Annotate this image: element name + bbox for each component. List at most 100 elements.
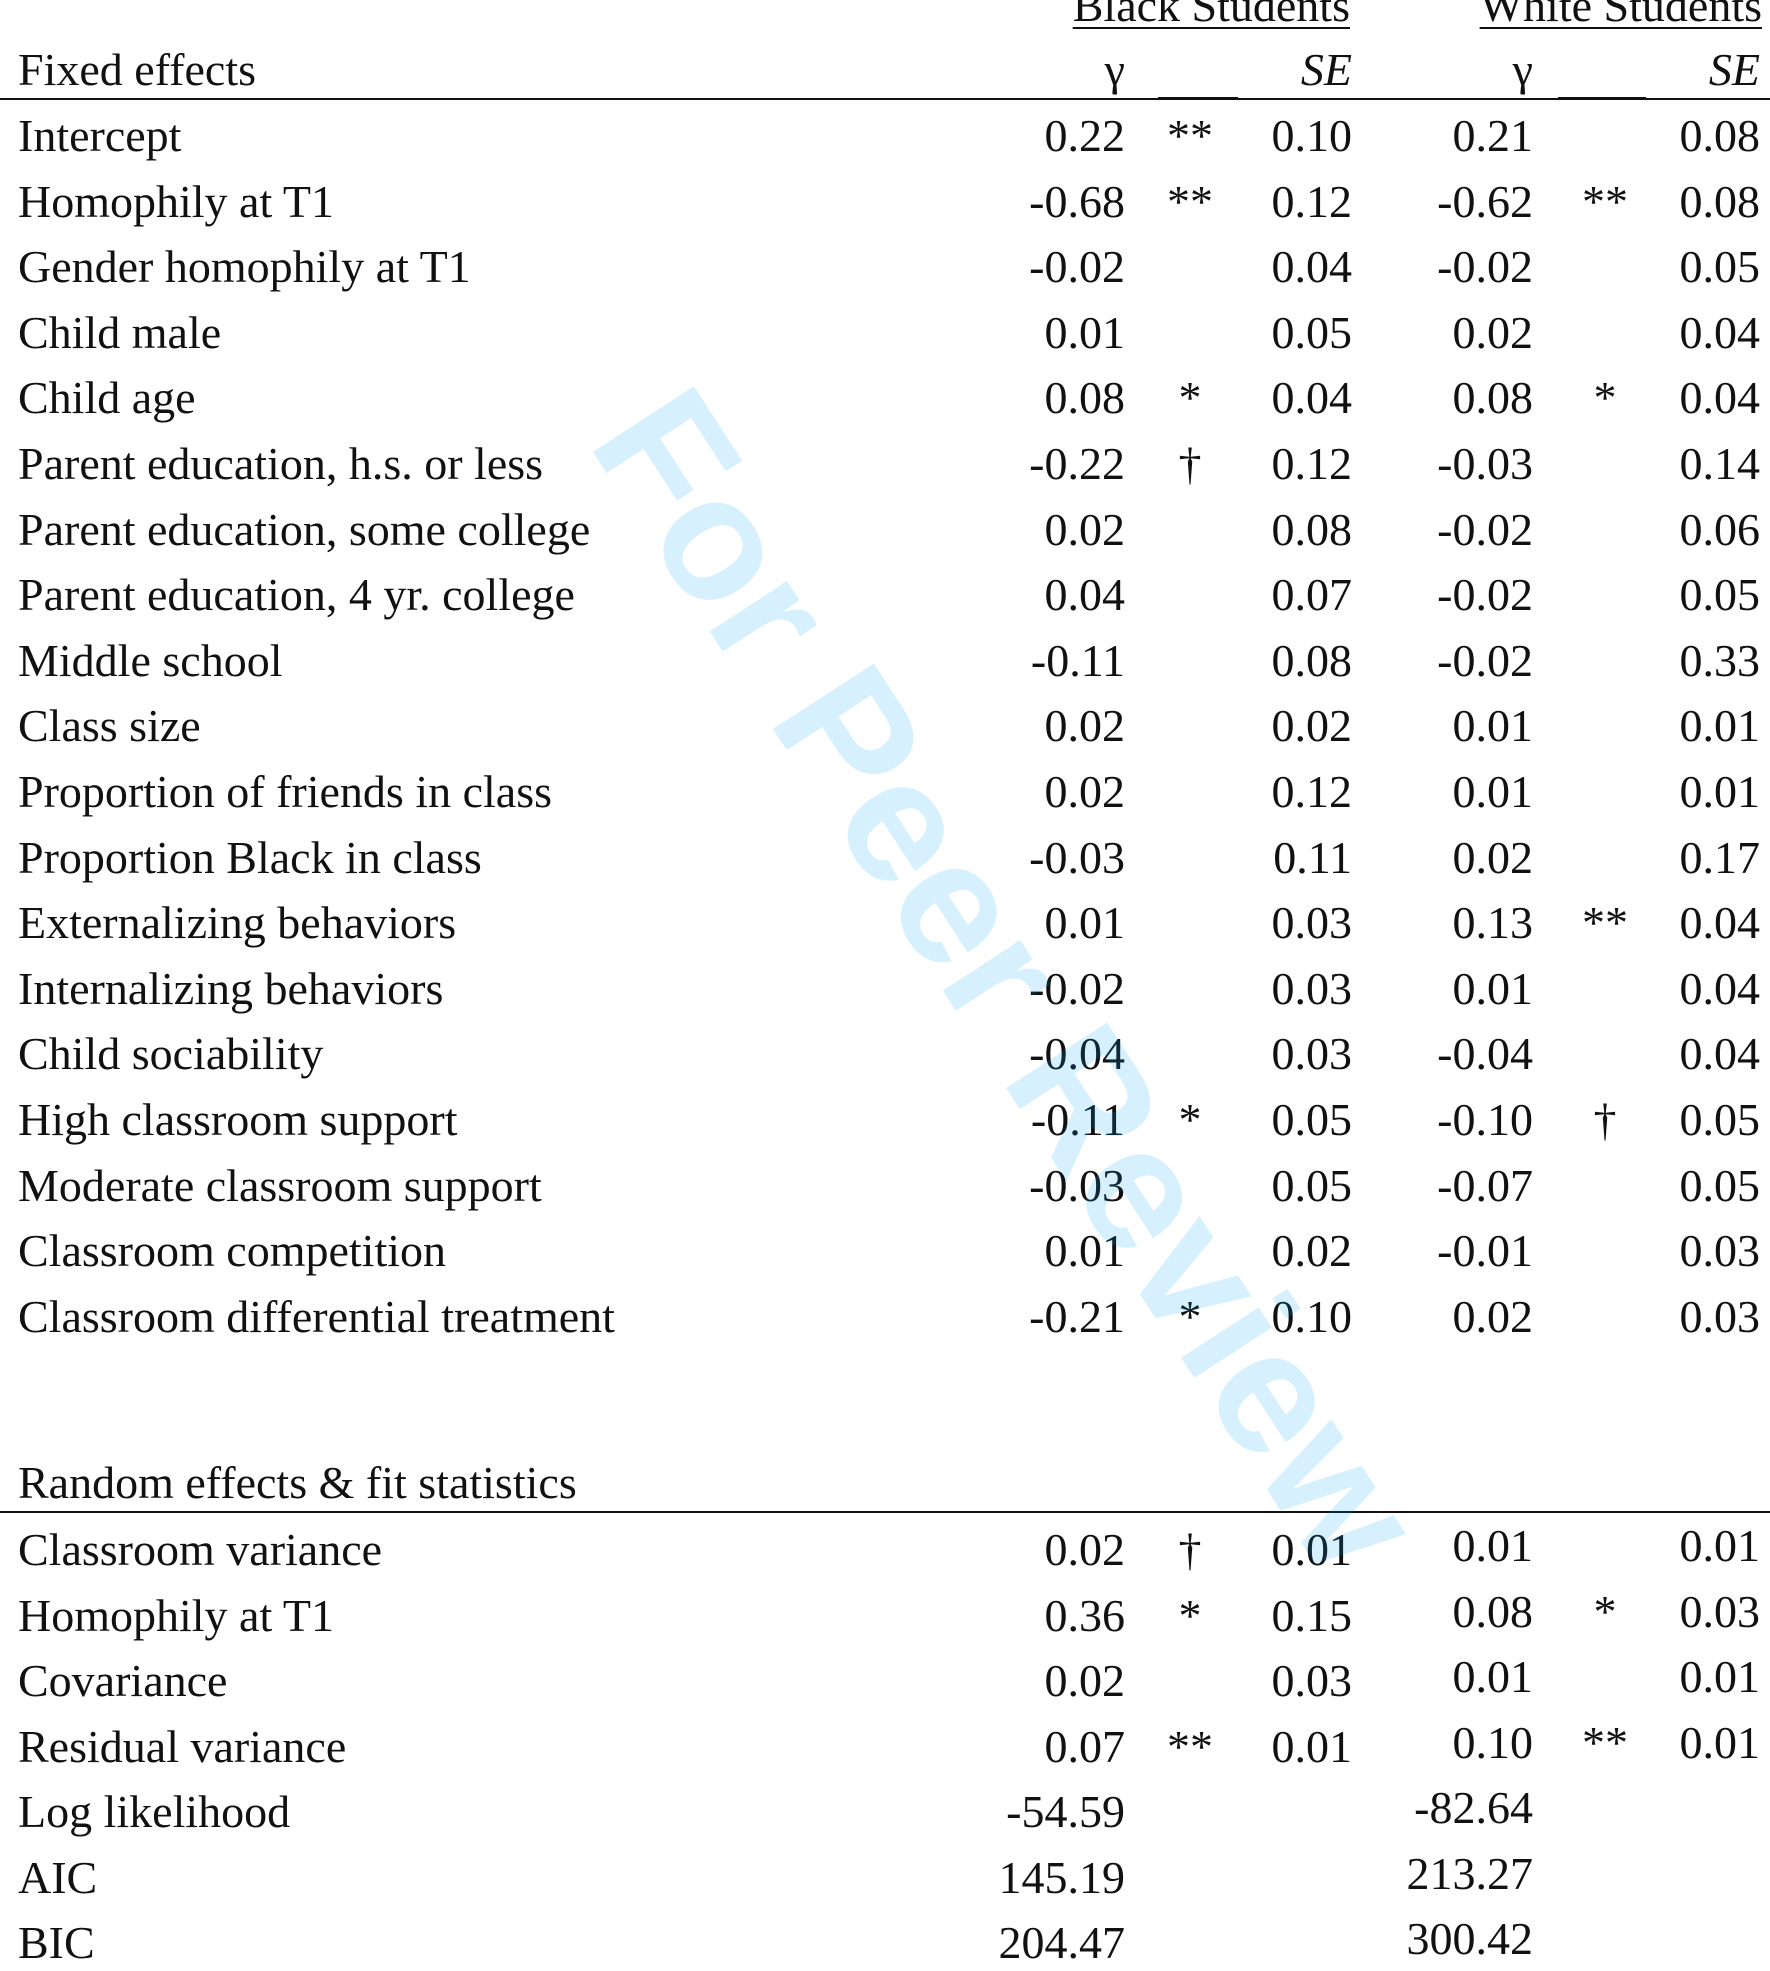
white-gamma-value: 0.01	[1452, 700, 1534, 751]
black-significance: †	[1178, 438, 1202, 489]
white-se-value: 0.04	[1679, 307, 1761, 358]
row-label: Homophily at T1	[18, 176, 335, 227]
black-se-value: 0.08	[1271, 504, 1353, 555]
white-gamma-value: 0.02	[1452, 1291, 1534, 1342]
row-label: Parent education, some college	[18, 504, 591, 555]
white-se-value: 0.14	[1679, 438, 1761, 489]
white-se-value: 0.03	[1679, 1586, 1761, 1637]
black-gamma-value: 0.01	[1044, 307, 1126, 358]
black-gamma-value: -0.03	[1029, 1160, 1125, 1211]
white-se-header: SE	[1708, 44, 1760, 95]
row-label: Parent education, 4 yr. college	[18, 569, 575, 620]
black-fit-value: 145.19	[998, 1852, 1126, 1903]
row-label: AIC	[18, 1852, 98, 1903]
black-se-value: 0.03	[1271, 1028, 1353, 1079]
row-label: Gender homophily at T1	[18, 241, 471, 292]
white-significance: **	[1582, 897, 1628, 948]
black-gamma-value: 0.04	[1044, 569, 1126, 620]
black-gamma-value: 0.02	[1044, 766, 1126, 817]
white-gamma-value: 0.08	[1452, 372, 1534, 423]
white-se-value: 0.01	[1679, 700, 1761, 751]
white-gamma-value: -0.02	[1437, 504, 1533, 555]
white-gamma-value: -0.02	[1437, 241, 1533, 292]
top-rule	[0, 98, 1770, 100]
black-significance: *	[1178, 1094, 1202, 1145]
random-section-rule	[0, 1511, 1770, 1513]
black-se-value: 0.05	[1271, 1094, 1353, 1145]
white-se-value: 0.05	[1679, 241, 1761, 292]
black-gamma-value: 0.07	[1044, 1721, 1126, 1772]
row-label: Middle school	[18, 635, 283, 686]
white-gamma-value: 0.01	[1452, 1651, 1534, 1702]
white-fit-value: 213.27	[1406, 1848, 1534, 1899]
row-label: Moderate classroom support	[18, 1160, 542, 1211]
row-label: Homophily at T1	[18, 1590, 335, 1641]
black-gamma-value: 0.01	[1044, 1225, 1126, 1276]
black-se-value: 0.12	[1271, 438, 1353, 489]
white-gamma-value: -0.02	[1437, 569, 1533, 620]
white-se-value: 0.01	[1679, 1520, 1761, 1571]
white-gamma-value: 0.10	[1452, 1717, 1534, 1768]
black-se-value: 0.12	[1271, 176, 1353, 227]
black-gamma-value: -0.11	[1030, 1094, 1125, 1145]
white-gamma-value: 0.02	[1452, 307, 1534, 358]
white-gamma-value: -0.62	[1437, 176, 1533, 227]
white-se-value: 0.08	[1679, 110, 1761, 161]
row-label: Child age	[18, 372, 196, 423]
white-se-value: 0.04	[1679, 963, 1761, 1014]
row-label: Externalizing behaviors	[18, 897, 457, 948]
black-gamma-value: 0.36	[1044, 1590, 1126, 1641]
black-gamma-value: 0.02	[1044, 1655, 1126, 1706]
row-label: Class size	[18, 700, 201, 751]
row-label: Intercept	[18, 110, 182, 161]
row-label: Classroom competition	[18, 1225, 447, 1276]
white-se-value: 0.05	[1679, 1160, 1761, 1211]
white-se-value: 0.03	[1679, 1225, 1761, 1276]
black-gamma-value: -0.03	[1029, 832, 1125, 883]
white-se-value: 0.05	[1679, 569, 1761, 620]
black-se-value: 0.03	[1271, 897, 1353, 948]
black-significance: **	[1167, 176, 1213, 227]
black-se-value: 0.10	[1271, 1291, 1353, 1342]
white-gamma-value: 0.21	[1452, 110, 1534, 161]
black-se-value: 0.04	[1271, 372, 1353, 423]
white-significance: **	[1582, 1717, 1628, 1768]
row-label: BIC	[18, 1917, 95, 1968]
black-se-value: 0.12	[1271, 766, 1353, 817]
black-gamma-value: -0.11	[1030, 635, 1125, 686]
white-significance: *	[1593, 372, 1617, 423]
row-label: Classroom variance	[18, 1524, 383, 1575]
black-se-value: 0.10	[1271, 110, 1353, 161]
black-se-value: 0.11	[1273, 832, 1352, 883]
white-gamma-value: 0.01	[1452, 963, 1534, 1014]
black-gamma-value: 0.02	[1044, 700, 1126, 751]
black-significance: *	[1178, 1590, 1202, 1641]
fixed-effects-heading: Fixed effects	[18, 44, 257, 95]
black-se-value: 0.15	[1271, 1590, 1353, 1641]
black-significance: **	[1167, 110, 1213, 161]
black-gamma-value: 0.01	[1044, 897, 1126, 948]
white-se-value: 0.04	[1679, 897, 1761, 948]
black-significance: **	[1167, 1721, 1213, 1772]
black-se-value: 0.01	[1271, 1721, 1353, 1772]
white-gamma-value: -0.07	[1437, 1160, 1533, 1211]
white-se-value: 0.04	[1679, 372, 1761, 423]
black-gamma-value: -0.68	[1029, 176, 1125, 227]
white-se-value: 0.01	[1679, 1717, 1761, 1768]
white-fit-value: -82.64	[1414, 1782, 1533, 1833]
white-gamma-value: -0.02	[1437, 635, 1533, 686]
black-gamma-value: 0.02	[1044, 504, 1126, 555]
black-se-value: 0.04	[1271, 241, 1353, 292]
white-se-value: 0.17	[1679, 832, 1761, 883]
black-se-value: 0.08	[1271, 635, 1353, 686]
black-gamma-value: -0.02	[1029, 241, 1125, 292]
row-label: Log likelihood	[18, 1786, 291, 1837]
black-significance: *	[1178, 372, 1202, 423]
black-se-value: 0.03	[1271, 1655, 1353, 1706]
white-fit-value: 300.42	[1406, 1913, 1534, 1964]
black-se-value: 0.05	[1271, 307, 1353, 358]
row-label: Classroom differential treatment	[18, 1291, 615, 1342]
row-label: Internalizing behaviors	[18, 963, 444, 1014]
row-label: Parent education, h.s. or less	[18, 438, 544, 489]
